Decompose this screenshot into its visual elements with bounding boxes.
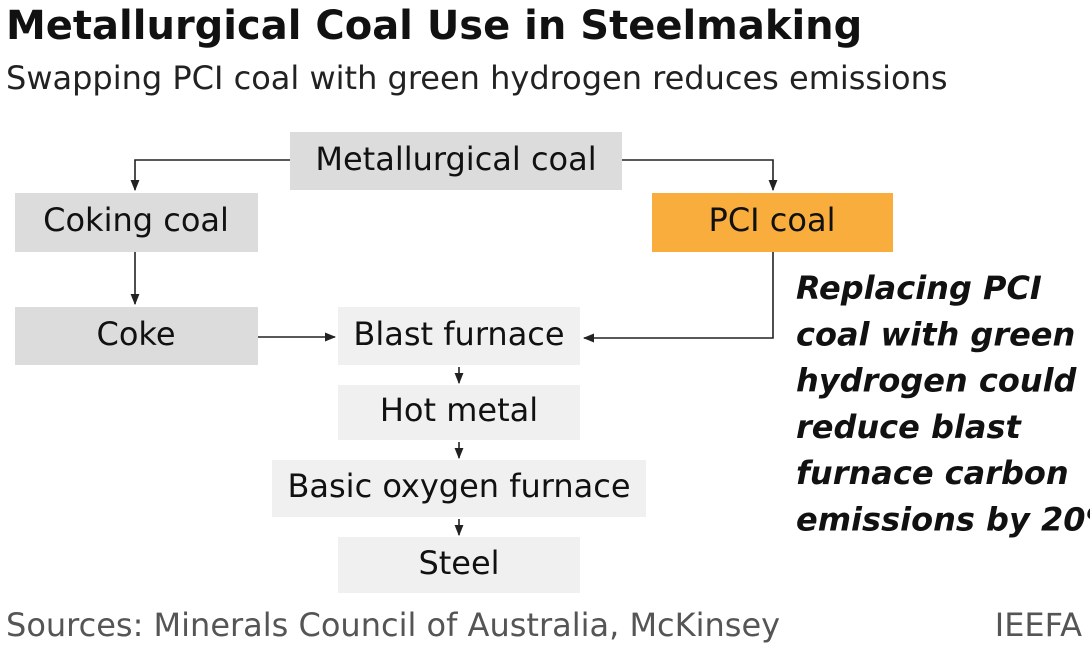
node-box <box>272 460 646 517</box>
node-label: Hot metal <box>380 391 538 429</box>
subtitle: Swapping PCI coal with green hydrogen re… <box>6 59 948 97</box>
node-box <box>338 537 580 593</box>
node-label: Basic oxygen furnace <box>287 467 630 505</box>
node-label: Steel <box>418 544 499 582</box>
node-box <box>290 132 622 190</box>
annotation-line: hydrogen could <box>796 362 1078 400</box>
annotation-line: Replacing PCI <box>796 269 1042 307</box>
node-label: PCI coal <box>709 201 836 239</box>
node-label: Coke <box>97 315 176 353</box>
annotation-line: furnace carbon <box>796 454 1069 492</box>
source: Sources: Minerals Council of Australia, … <box>6 606 780 644</box>
annotation-line: coal with green <box>796 315 1075 353</box>
node-box <box>15 193 258 252</box>
node-box <box>338 385 580 440</box>
annotation: Replacing PCI coal with green hydrogen cou… <box>796 269 1090 539</box>
connectors <box>130 159 778 537</box>
node-label: Metallurgical coal <box>315 140 596 178</box>
annotation-line: emissions by 20% <box>796 501 1090 539</box>
node-box <box>652 193 893 252</box>
brand: IEEFA <box>995 606 1082 644</box>
annotation-line: reduce blast <box>796 408 1023 446</box>
node-box <box>338 307 580 365</box>
node-label: Blast furnace <box>353 315 564 353</box>
node-box <box>15 307 258 365</box>
title: Metallurgical Coal Use in Steelmaking <box>6 3 862 49</box>
node-label: Coking coal <box>43 201 229 239</box>
